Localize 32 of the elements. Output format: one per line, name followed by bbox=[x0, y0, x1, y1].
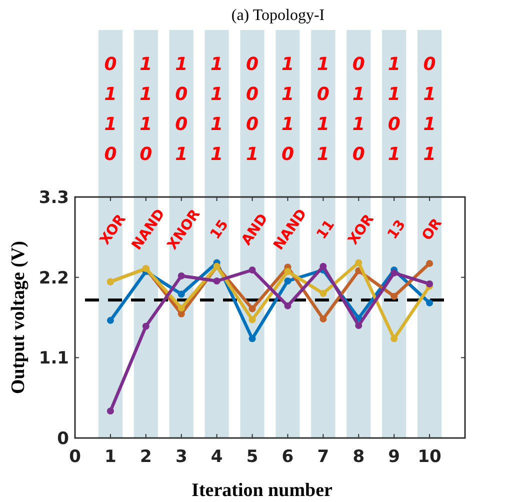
x-tick-label: 3 bbox=[175, 447, 188, 467]
band-label: 1001 bbox=[175, 54, 188, 165]
annotation: 13 bbox=[384, 217, 409, 242]
band-label: 1110 bbox=[281, 54, 294, 165]
band-label: 0001 bbox=[246, 54, 259, 165]
band-label: 0110 bbox=[352, 54, 365, 165]
band-label: 0110 bbox=[104, 54, 117, 165]
band-label: 1101 bbox=[388, 54, 400, 165]
x-tick-label: 9 bbox=[388, 447, 400, 467]
annotation: OR bbox=[419, 216, 446, 244]
x-tick-label: 0 bbox=[69, 447, 82, 467]
band-label: 1111 bbox=[210, 54, 224, 165]
annotation: 15 bbox=[207, 217, 232, 242]
x-tick-label: 6 bbox=[282, 447, 294, 467]
x-tick-label: 7 bbox=[317, 447, 330, 467]
x-tick-label: 8 bbox=[352, 447, 365, 467]
x-tick-label: 5 bbox=[246, 447, 258, 467]
x-tick-label: 4 bbox=[210, 447, 223, 467]
x-tick-label: 10 bbox=[418, 447, 442, 467]
y-axis-title: Output voltage (V) bbox=[8, 240, 29, 394]
band-label: 1011 bbox=[316, 54, 330, 165]
x-tick-label: 2 bbox=[140, 447, 152, 467]
band-label: 1110 bbox=[140, 54, 152, 165]
y-tick-label: 2.2 bbox=[38, 268, 69, 288]
band-label: 0111 bbox=[423, 54, 436, 165]
y-tick-label: 1.1 bbox=[38, 348, 69, 369]
y-tick-label: 3.3 bbox=[38, 188, 69, 208]
y-tick-label: 0 bbox=[57, 429, 70, 449]
x-tick-label: 1 bbox=[104, 447, 116, 467]
x-axis-title: Iteration number bbox=[192, 480, 334, 501]
annotation: 11 bbox=[314, 217, 338, 242]
chart-title: (a) Topology-I bbox=[231, 7, 325, 24]
